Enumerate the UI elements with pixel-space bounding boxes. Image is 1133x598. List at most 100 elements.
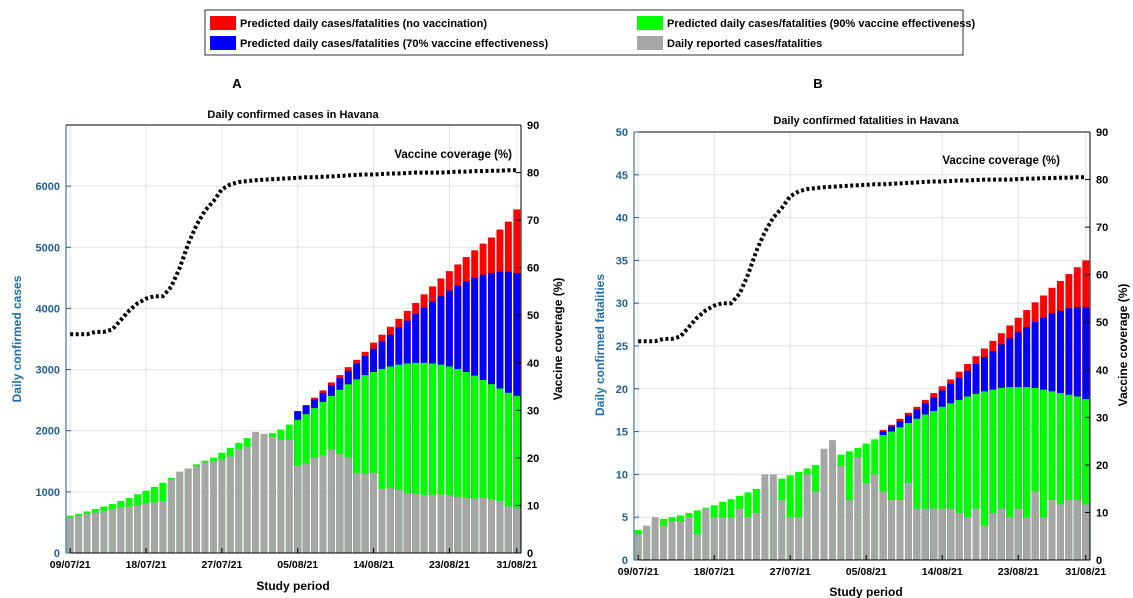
panel-a-xtick-label-2: 27/07/21	[201, 559, 242, 571]
panel-a-bar-reported-40	[403, 493, 411, 553]
panel-b-coverage-annotation: Vaccine coverage (%)	[942, 155, 1060, 167]
panel-b-bar-reported-53	[1082, 504, 1090, 560]
panel-b-bar-reported-18	[786, 517, 794, 560]
panel-a-ytick-label-4: 4000	[36, 303, 60, 315]
panel-b-ytick-label-5: 25	[616, 341, 628, 353]
panel-a-bar-reported-37	[378, 488, 386, 553]
panel-a-bar-reported-33	[344, 457, 352, 553]
panel-b-y2tick-label-3: 30	[1096, 412, 1108, 424]
panel-b-bar-reported-42	[989, 512, 997, 560]
panel-a-title: Daily confirmed cases in Havana	[207, 109, 379, 121]
panel-b-y2tick-label-8: 80	[1096, 175, 1108, 187]
panel-b-bar-reported-2	[651, 517, 659, 560]
panel-a-bar-reported-26	[285, 439, 293, 553]
panel-b-bar-reported-51	[1065, 500, 1073, 560]
panel-b-bar-reported-11	[727, 517, 735, 560]
panel-b-bar-reported-36	[938, 508, 946, 560]
panel-b-y2tick-label-5: 50	[1096, 317, 1108, 329]
panel-b-bar-vacc90-49	[1048, 391, 1056, 560]
panel-b-bar-vacc90-41	[980, 391, 988, 560]
panel-a-bar-reported-31	[327, 449, 335, 553]
panel-b-bar-reported-37	[947, 508, 955, 560]
panel-b-bar-vacc90-37	[947, 403, 955, 560]
panel-a-letter: A	[232, 76, 242, 91]
panel-a-bar-reported-10	[151, 502, 158, 553]
legend-swatch-no-vaccination	[210, 16, 236, 30]
panel-a-bar-vacc90-45	[445, 366, 453, 553]
panel-a-bar-reported-48	[471, 498, 479, 553]
panel-b-bar-vacc90-35	[930, 411, 938, 560]
panel-b-y2tick-label-1: 10	[1096, 507, 1108, 519]
panel-a-bar-reported-35	[361, 474, 369, 553]
panel-a-plot: 0 1000 2000 3000 4000 5000 6000 0 10 20 30 40 50 60 70…	[36, 120, 540, 571]
panel-b-ytick-label-2: 10	[616, 469, 628, 481]
panel-a-bar-reported-4	[100, 510, 108, 553]
panel-b-bar-reported-28	[871, 474, 879, 560]
panel-a-ytick-label-1: 1000	[36, 487, 60, 499]
panel-a-bar-reported-24	[268, 436, 276, 553]
panel-a-bar-reported-15	[193, 466, 201, 553]
panel-a-bar-vacc90-46	[454, 368, 462, 553]
panel-a-y2-axis-label: Vaccine coverage (%)	[551, 278, 565, 401]
panel-b-ytick-label-10: 50	[616, 127, 628, 139]
panel-b-bar-reported-23	[828, 440, 836, 560]
panel-b-bar-reported-13	[744, 517, 752, 560]
panel-b-bar-reported-41	[980, 525, 988, 560]
panel-a-bar-vacc90-34	[353, 379, 361, 553]
panel-a-bar-reported-3	[92, 512, 99, 553]
panel-b-bar-reported-10	[719, 517, 727, 560]
panel-a-bar-reported-12	[167, 479, 175, 553]
panel-a-bar-vacc90-39	[395, 364, 403, 553]
panel-b-bar-reported-24	[837, 465, 845, 560]
panel-b-bar-reported-40	[972, 508, 980, 560]
legend-label-no-vaccination: Predicted daily cases/fatalities (no vac…	[240, 18, 487, 30]
panel-b-bar-vacc90-48	[1040, 389, 1048, 560]
panel-b-bar-reported-19	[795, 517, 803, 560]
panel-a-bar-reported-8	[134, 505, 142, 553]
panel-b-bar-vacc90-43	[997, 387, 1005, 560]
panel-b-y2tick-label-2: 20	[1096, 460, 1108, 472]
panel-a-bar-vacc90-48	[471, 375, 479, 553]
panel-a-bar-vacc90-40	[403, 363, 411, 553]
panel-a-bar-reported-20	[235, 449, 243, 553]
panel-a-xtick-label-6: 31/08/21	[496, 559, 537, 571]
panel-a-bar-reported-13	[176, 471, 184, 553]
panel-a-bar-reported-30	[319, 455, 327, 553]
panel-b-bar-reported-45	[1014, 508, 1022, 560]
panel-b-bar-reported-26	[854, 457, 862, 560]
panel-a-y2tick-label-0: 0	[527, 548, 533, 560]
panel-a-y2tick-label-8: 80	[527, 168, 539, 180]
panel-a-bar-reported-14	[184, 468, 192, 553]
panel-a-bar-reported-43	[429, 494, 436, 553]
panel-a-y2tick-label-2: 20	[527, 453, 539, 465]
panel-b-bar-reported-34	[921, 508, 929, 560]
panel-b-bar-vacc90-44	[1006, 387, 1014, 560]
panel-b-bar-vacc90-42	[989, 389, 997, 560]
panel-a: A Daily confirmed cases in Havana 0 1000 2…	[10, 76, 565, 593]
legend-label-reported: Daily reported cases/fatalities	[667, 38, 822, 50]
panel-a-bar-reported-50	[488, 499, 495, 553]
panel-a-bar-reported-36	[370, 472, 378, 553]
panel-a-bar-reported-0	[66, 517, 74, 553]
panel-a-bar-reported-22	[252, 431, 260, 553]
panel-a-bar-vacc90-49	[479, 379, 487, 553]
panel-a-bar-reported-1	[75, 515, 83, 553]
panel-b-xtick-label-4: 14/08/21	[922, 566, 963, 578]
panel-a-bar-reported-42	[420, 494, 428, 553]
panel-b-ytick-label-0: 0	[622, 555, 628, 567]
panel-b-bar-reported-49	[1048, 500, 1056, 560]
panel-a-bar-reported-9	[142, 503, 150, 553]
panel-a-xtick-label-4: 14/08/21	[353, 559, 394, 571]
panel-b-bar-vacc90-40	[972, 393, 980, 560]
panel-b-bar-vacc90-51	[1065, 394, 1073, 560]
panel-b-bar-reported-39	[964, 517, 972, 560]
panel-a-y2tick-label-1: 10	[527, 500, 539, 512]
panel-a-bar-reported-52	[504, 506, 512, 553]
panel-a-ytick-label-0: 0	[54, 548, 60, 560]
panel-a-bar-reported-44	[437, 494, 445, 553]
panel-a-ytick-label-5: 5000	[36, 242, 60, 254]
panel-a-bar-reported-28	[302, 463, 310, 553]
panel-b: B Daily confirmed fatalities in Havana 0…	[593, 76, 1130, 598]
panel-b-bar-vacc90-33	[913, 418, 921, 560]
panel-b-bar-reported-38	[955, 512, 963, 560]
